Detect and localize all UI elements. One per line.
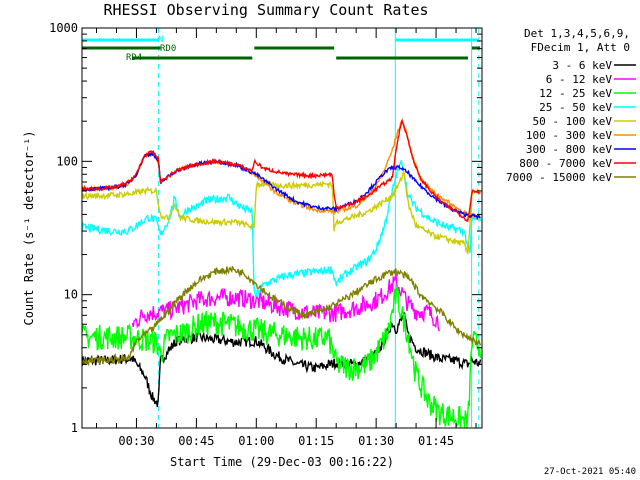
plot-frame: [81, 27, 483, 429]
legend-entry-label: 3 - 6 keV: [552, 59, 612, 72]
legend-entry-label: 100 - 300 keV: [526, 129, 612, 142]
legend-header-line-2: FDecim 1, Att 0: [531, 41, 630, 54]
y-tick-label: 1: [71, 421, 78, 435]
series-6-line: [82, 151, 481, 221]
y-tick-label: 100: [56, 154, 78, 168]
flag-label: N: [158, 35, 163, 45]
legend-header-line-1: Det 1,3,4,5,6,9,: [524, 27, 630, 40]
x-tick-label: 01:15: [298, 434, 334, 448]
legend: Det 1,3,4,5,6,9, FDecim 1, Att 0 3 - 6 k…: [506, 27, 636, 184]
legend-entry-label: 12 - 25 keV: [539, 87, 612, 100]
x-tick-label: 00:45: [178, 434, 214, 448]
series-1-line: [131, 273, 440, 332]
legend-entry-label: 25 - 50 keV: [539, 101, 612, 114]
chart-title: RHESSI Observing Summary Count Rates: [103, 1, 428, 19]
x-tick-label: 01:30: [358, 434, 394, 448]
x-axis-label: Start Time (29-Dec-03 00:16:22): [170, 455, 394, 469]
legend-entry-label: 6 - 12 keV: [546, 73, 613, 86]
series-3-line: [82, 160, 482, 299]
timestamp: 27-Oct-2021 05:40: [544, 467, 636, 477]
series-8-line: [82, 266, 482, 367]
flag-label: RD0: [160, 44, 176, 54]
series-4-line: [82, 169, 481, 255]
series-2-line: [82, 285, 482, 428]
x-tick-label: 00:30: [118, 434, 154, 448]
legend-entry-label: 300 - 800 keV: [526, 143, 612, 156]
axis-layer: 1 10 100 1000 00:30 00:45 01:00 01:15 01:30 01:45: [49, 21, 483, 448]
series-5-line: [82, 119, 481, 220]
series-0-line: [82, 312, 482, 408]
legend-entry-label: 7000 - 15000 keV: [506, 171, 612, 184]
data-layer: [82, 28, 482, 428]
legend-entry-label: 800 - 7000 keV: [519, 157, 612, 170]
flag-label: RD4: [126, 53, 142, 63]
x-tick-label: 01:45: [418, 434, 454, 448]
x-tick-label: 01:00: [238, 434, 274, 448]
y-axis-label: Count Rate (s⁻¹ detector⁻¹): [22, 130, 36, 325]
y-tick-label: 1000: [49, 21, 78, 35]
series-7-line: [82, 117, 481, 223]
legend-entry-label: 50 - 100 keV: [533, 115, 613, 128]
y-tick-label: 10: [64, 288, 78, 302]
